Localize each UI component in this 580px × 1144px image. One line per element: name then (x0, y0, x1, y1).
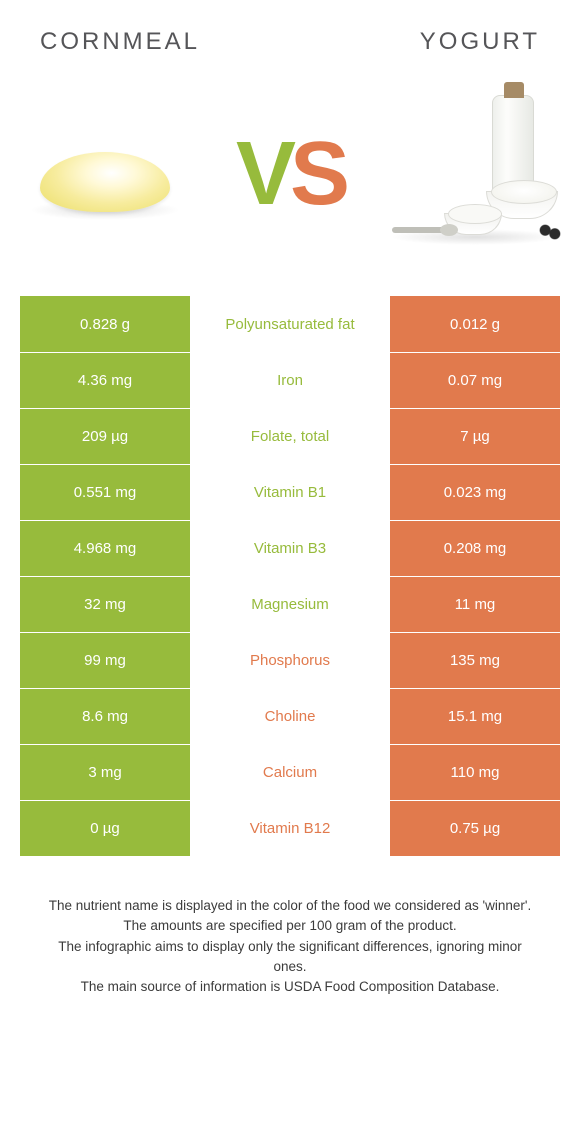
right-value: 135 mg (390, 633, 560, 688)
hero-row: VS (0, 64, 580, 284)
nutrient-label: Phosphorus (190, 633, 390, 688)
nutrient-label: Vitamin B12 (190, 801, 390, 856)
left-value: 3 mg (20, 745, 190, 800)
right-value: 0.07 mg (390, 353, 560, 408)
nutrient-label: Vitamin B1 (190, 465, 390, 520)
table-row: 0.828 gPolyunsaturated fat0.012 g (20, 296, 560, 352)
vs-s: S (290, 124, 344, 224)
nutrient-label: Choline (190, 689, 390, 744)
footer-line: The nutrient name is displayed in the co… (40, 896, 540, 916)
comparison-infographic: CORNMEAL YOGURT VS 0.828 gPolyunsaturate… (0, 0, 580, 997)
left-value: 99 mg (20, 633, 190, 688)
left-value: 4.968 mg (20, 521, 190, 576)
left-value: 0.551 mg (20, 465, 190, 520)
table-row: 4.968 mgVitamin B30.208 mg (20, 520, 560, 576)
right-value: 0.75 µg (390, 801, 560, 856)
table-row: 99 mgPhosphorus135 mg (20, 632, 560, 688)
table-row: 209 µgFolate, total7 µg (20, 408, 560, 464)
nutrient-label: Vitamin B3 (190, 521, 390, 576)
left-food-title: CORNMEAL (40, 28, 200, 56)
nutrient-label: Polyunsaturated fat (190, 296, 390, 352)
titles-row: CORNMEAL YOGURT (0, 0, 580, 64)
left-value: 4.36 mg (20, 353, 190, 408)
nutrient-label: Magnesium (190, 577, 390, 632)
table-row: 0.551 mgVitamin B10.023 mg (20, 464, 560, 520)
right-value: 110 mg (390, 745, 560, 800)
left-value: 209 µg (20, 409, 190, 464)
right-value: 11 mg (390, 577, 560, 632)
footer-line: The amounts are specified per 100 gram o… (40, 916, 540, 936)
left-value: 32 mg (20, 577, 190, 632)
vs-v: V (236, 124, 290, 224)
vs-label: VS (236, 138, 344, 210)
nutrition-table: 0.828 gPolyunsaturated fat0.012 g4.36 mg… (20, 296, 560, 856)
cornmeal-illustration (20, 94, 190, 254)
footer-line: The main source of information is USDA F… (40, 977, 540, 997)
footer-notes: The nutrient name is displayed in the co… (40, 896, 540, 997)
right-value: 0.023 mg (390, 465, 560, 520)
left-value: 8.6 mg (20, 689, 190, 744)
right-value: 7 µg (390, 409, 560, 464)
right-value: 0.208 mg (390, 521, 560, 576)
yogurt-illustration (390, 94, 560, 254)
nutrient-label: Folate, total (190, 409, 390, 464)
right-food-title: YOGURT (420, 28, 540, 56)
table-row: 4.36 mgIron0.07 mg (20, 352, 560, 408)
left-value: 0 µg (20, 801, 190, 856)
nutrient-label: Iron (190, 353, 390, 408)
table-row: 3 mgCalcium110 mg (20, 744, 560, 800)
nutrient-label: Calcium (190, 745, 390, 800)
footer-line: The infographic aims to display only the… (40, 937, 540, 978)
left-value: 0.828 g (20, 296, 190, 352)
table-row: 0 µgVitamin B120.75 µg (20, 800, 560, 856)
right-value: 0.012 g (390, 296, 560, 352)
table-row: 8.6 mgCholine15.1 mg (20, 688, 560, 744)
table-row: 32 mgMagnesium11 mg (20, 576, 560, 632)
right-value: 15.1 mg (390, 689, 560, 744)
